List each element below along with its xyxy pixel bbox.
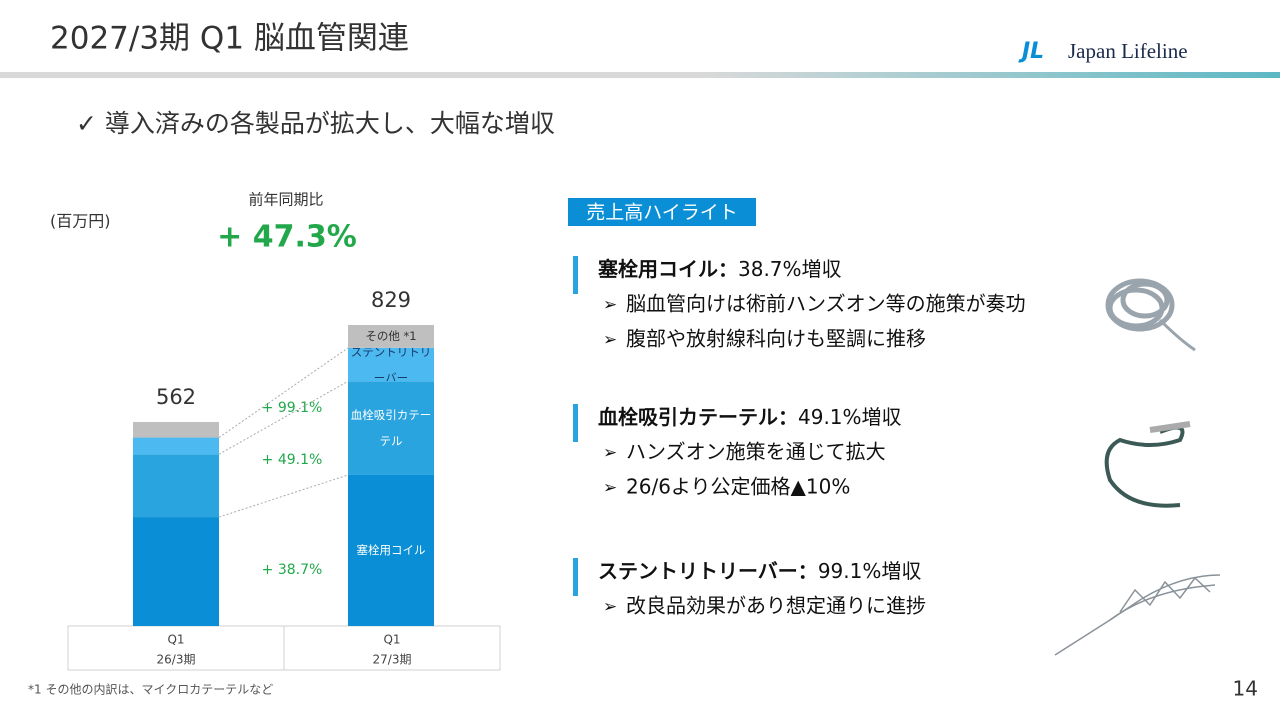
section-heading: ステントリトリーバー： <box>598 559 818 583</box>
bar-segment <box>348 381 434 475</box>
footnote: *1 その他の内訳は、マイクロカテーテルなど <box>28 682 273 697</box>
segment-label-box: ステントリトリーバー <box>350 347 432 382</box>
bar-segment <box>133 517 219 626</box>
stent-image <box>1054 574 1221 656</box>
logo-mark: JL <box>1018 39 1044 64</box>
coil-image <box>1105 278 1196 352</box>
segment-label: 塞栓用コイル <box>356 543 426 558</box>
title-rule <box>0 72 1280 78</box>
bullet-arrow: ➢ <box>603 330 617 350</box>
bullet-arrow: ➢ <box>603 443 617 463</box>
slide-title: 2027/3期 Q1 脳血管関連 <box>50 21 409 57</box>
segment-label-box: 血栓吸引カテーテル <box>350 408 432 449</box>
segment-label: 血栓吸引カテーテル <box>350 408 432 449</box>
bullet-arrow: ➢ <box>603 597 617 617</box>
x-tick-label: Q1 <box>167 633 184 647</box>
bar-segment <box>348 474 434 626</box>
section-detail: 49.1%増収 <box>798 405 902 429</box>
section-title: ステントリトリーバー：99.1%増収 <box>598 559 921 583</box>
bar-segment <box>133 421 219 438</box>
unit-label: (百万円) <box>50 212 111 231</box>
section-heading: 血栓吸引カテーテル： <box>598 405 798 429</box>
segment-label: ステントリトリーバー <box>350 347 432 382</box>
total-label: 829 <box>371 288 411 312</box>
x-tick-label: Q1 <box>383 633 400 647</box>
bullet-text: ハンズオン施策を通じて拡大 <box>626 440 886 464</box>
bullet-text: 腹部や放射線科向けも堅調に推移 <box>626 327 926 351</box>
segment-label-box: 塞栓用コイル <box>356 543 426 558</box>
segment-label: その他 *1 <box>365 329 417 344</box>
section-detail: 99.1%増収 <box>818 559 922 583</box>
connector-line <box>218 474 349 518</box>
bar-segment <box>348 325 434 348</box>
growth-label: + 38.7% <box>262 562 323 578</box>
yoy-label: 前年同期比 <box>248 191 323 209</box>
section-detail: 38.7%増収 <box>738 257 842 281</box>
logo-text: Japan Lifeline <box>1068 39 1188 63</box>
total-label: 562 <box>156 385 196 409</box>
bullet-arrow: ➢ <box>603 478 617 498</box>
section-heading: 塞栓用コイル： <box>598 257 738 281</box>
bar-segment <box>133 454 219 518</box>
highlight-badge <box>568 198 756 226</box>
section-marker <box>573 256 578 294</box>
growth-label: + 49.1% <box>262 452 323 468</box>
section-marker <box>573 404 578 442</box>
section-title: 塞栓用コイル：38.7%増収 <box>598 257 842 281</box>
section-title: 血栓吸引カテーテル：49.1%増収 <box>598 405 902 429</box>
segment-label-box: その他 *1 <box>365 329 417 344</box>
bullet-text: 脳血管向けは術前ハンズオン等の施策が奏功 <box>626 292 1026 316</box>
bar-segment <box>348 347 434 382</box>
bullet-arrow: ➢ <box>603 295 617 315</box>
page-number: 14 <box>1233 677 1258 701</box>
section-marker <box>573 558 578 596</box>
connector-line <box>218 380 349 455</box>
x-tick-sublabel: 27/3期 <box>373 653 412 667</box>
bar-segment <box>133 437 219 455</box>
bullet-text: 26/6より公定価格▲10% <box>626 475 850 499</box>
growth-label: + 99.1% <box>262 400 323 416</box>
highlight-title: 売上高ハイライト <box>586 202 738 224</box>
yoy-value: + 47.3% <box>217 220 357 255</box>
bullet-text: 改良品効果があり想定通りに進捗 <box>626 594 926 618</box>
catheter-image <box>1104 421 1191 508</box>
x-tick-sublabel: 26/3期 <box>157 653 196 667</box>
headline: ✓ 導入済みの各製品が拡大し、大幅な増収 <box>76 109 555 138</box>
